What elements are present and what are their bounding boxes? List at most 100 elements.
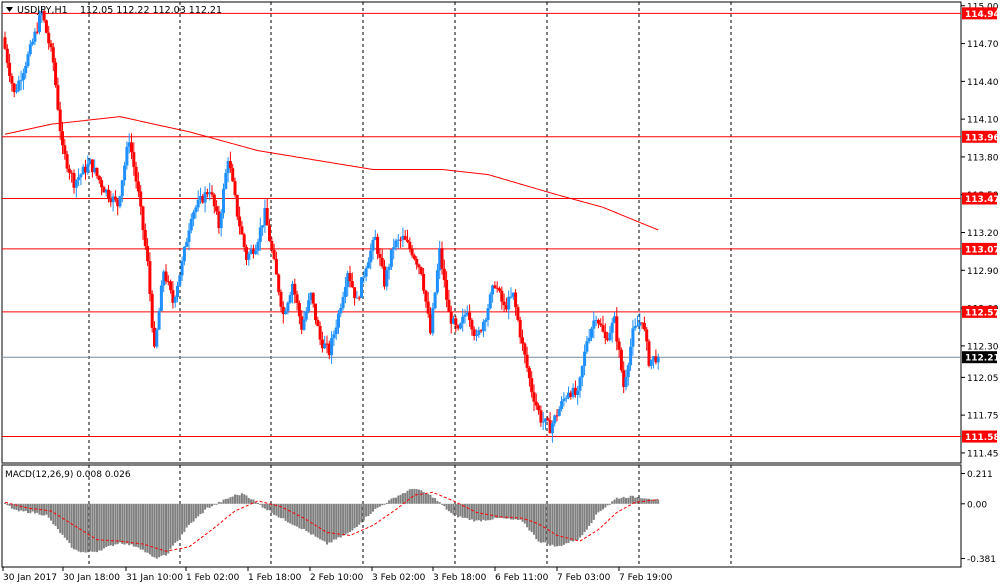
macd-histogram-bar (4, 502, 6, 504)
candle-body (504, 305, 508, 310)
chart-header[interactable]: USDJPY,H1 112.05 112.22 112.03 112.21 (6, 5, 222, 16)
candle-body (19, 80, 23, 82)
candle-body (465, 312, 469, 315)
macd-histogram-bar (188, 503, 190, 525)
macd-histogram-bar (148, 503, 151, 555)
candle-body (95, 167, 99, 176)
macd-histogram-bar (102, 503, 105, 549)
macd-histogram-bar (447, 503, 450, 512)
ohlc-label: 112.05 112.22 112.03 112.21 (80, 5, 222, 16)
candle-body (458, 323, 462, 329)
candle-body (288, 295, 292, 303)
price-tick-label: 114.70 (967, 40, 999, 50)
candle-body (125, 146, 129, 166)
macd-histogram-bar (227, 498, 230, 504)
candle-body (532, 392, 536, 402)
candle-body (488, 294, 492, 309)
macd-histogram-bar (597, 503, 600, 513)
candle-body (449, 312, 453, 324)
candle-body (337, 313, 340, 328)
macd-histogram-bar (84, 503, 87, 553)
macd-histogram-bar (335, 503, 338, 540)
candle-body (580, 365, 584, 378)
macd-histogram-bar (252, 499, 255, 504)
candle-body (320, 339, 324, 349)
macd-histogram-bar (321, 503, 324, 541)
candle-body (348, 273, 352, 282)
candle-body (311, 292, 315, 304)
candle-body (544, 418, 547, 422)
macd-histogram-bar (160, 503, 163, 556)
macd-histogram-bar (142, 503, 144, 550)
macd-histogram-bar (388, 500, 391, 504)
level-badge-label: 112.57 (965, 308, 1000, 318)
candle-body (256, 241, 260, 251)
candle-body (339, 307, 343, 314)
candle-body (54, 62, 58, 86)
candle-body (599, 323, 603, 326)
macd-histogram-bar (151, 503, 154, 557)
macd-histogram-bar (516, 503, 519, 520)
candle-body (422, 273, 426, 291)
candle-body (484, 320, 488, 322)
macd-histogram-bar (514, 503, 517, 520)
macd-histogram-bar (546, 503, 549, 545)
candle-body (235, 195, 239, 217)
candle-body (521, 337, 524, 344)
macd-histogram-bar (199, 503, 202, 515)
candle-body (479, 330, 483, 332)
macd-histogram-bar (273, 503, 276, 515)
dropdown-triangle-icon[interactable] (6, 7, 13, 12)
candle-body (507, 296, 511, 310)
candle-body (70, 172, 74, 174)
level-badges: 114.94 113.96 113.47 113.07 112.57 111.58 112.… (962, 7, 1000, 443)
macd-histogram-bar (132, 503, 135, 547)
level-badge (962, 7, 997, 20)
candle-body (389, 249, 393, 267)
candle-body (182, 246, 186, 262)
macd-histogram-bar (169, 503, 172, 549)
candle-body (596, 319, 600, 324)
candle-body (86, 164, 90, 173)
candle-body (171, 290, 175, 303)
candle-body (567, 392, 570, 398)
macd-histogram-bar (450, 503, 453, 513)
macd-histogram-bar (8, 503, 11, 506)
macd-histogram-bar (395, 497, 397, 504)
macd-histogram-bar (282, 503, 285, 519)
macd-histogram-bar (420, 490, 423, 504)
macd-histogram-bar (510, 503, 512, 520)
macd-histogram-bar (171, 503, 174, 546)
macd-histogram-bar (650, 499, 653, 504)
macd-histogram-bar (89, 503, 92, 552)
macd-histogram-bar (107, 503, 110, 547)
macd-histogram-bar (238, 495, 241, 504)
macd-histogram-bar (174, 503, 177, 543)
macd-histogram-bar (526, 503, 529, 528)
candle-body (364, 268, 368, 277)
level-badge-label: 113.07 (965, 245, 1000, 255)
macd-histogram-bar (401, 493, 404, 504)
macd-histogram-bar (339, 503, 342, 538)
candle-body (111, 196, 115, 203)
time-axis: 30 Jan 2017 30 Jan 18:00 31 Jan 10:00 1 Feb… (2, 567, 673, 583)
candle-body (180, 261, 184, 276)
macd-histogram-bar (408, 489, 411, 504)
macd-histogram-bar (422, 492, 425, 504)
macd-histogram-bar (539, 503, 542, 543)
macd-histogram-bar (399, 494, 402, 504)
macd-histogram-bar (507, 503, 510, 519)
macd-histogram-bar (452, 503, 455, 515)
macd-histogram-bar (434, 498, 437, 504)
candle-body (456, 325, 460, 329)
candle-body (5, 48, 9, 63)
candle-body (417, 264, 421, 268)
macd-histogram-bar (224, 498, 227, 504)
candle-body (518, 319, 522, 338)
macd-histogram-bar (243, 494, 246, 504)
candle-body (169, 281, 173, 291)
candle-body (33, 31, 37, 42)
macd-histogram-bar (427, 493, 430, 504)
macd-histogram-bar (185, 503, 188, 528)
